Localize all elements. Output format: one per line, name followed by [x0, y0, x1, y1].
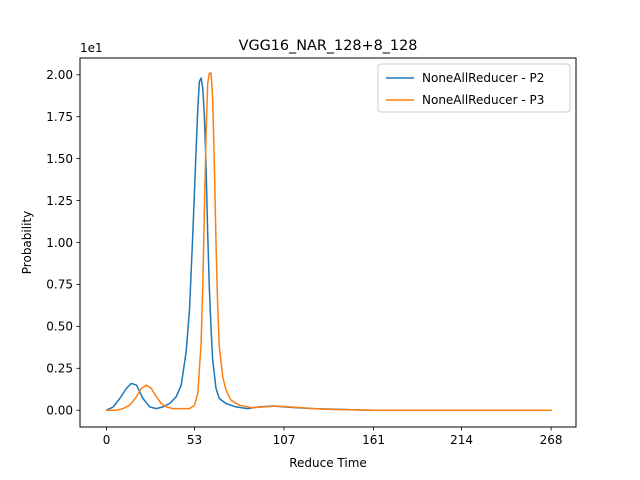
x-tick-label: 53: [187, 433, 202, 447]
legend-box: [377, 63, 571, 113]
x-tick-label: 107: [273, 433, 296, 447]
y-axis-ticks: 0.00 0.25 0.50 0.75 1.00 1.25 1.50 1.75 2.00: [46, 68, 80, 418]
x-tick-label: 0: [103, 433, 111, 447]
y-tick-label: 1.50: [46, 152, 73, 166]
x-tick-label: 268: [540, 433, 563, 447]
y-tick-label: 1.00: [46, 236, 73, 250]
y-tick-label: 0.25: [46, 362, 73, 376]
legend-label-1: NoneAllReducer - P2: [422, 71, 544, 85]
y-tick-label: 1.25: [46, 194, 73, 208]
plot-area: 0 53 107 161 214 268 0.00 0.25 0.50 0.75 1.00 1.25…: [46, 57, 577, 447]
series-layer: [105, 72, 552, 411]
x-axis-label: Reduce Time: [289, 456, 367, 470]
y-axis-label: Probability: [20, 211, 34, 274]
y-tick-label: 0.00: [46, 404, 73, 418]
y-offset-label: 1e1: [80, 41, 103, 55]
y-tick-label: 0.75: [46, 278, 73, 292]
series-line-2: [105, 72, 552, 411]
y-tick-label: 1.75: [46, 110, 73, 124]
x-tick-label: 161: [362, 433, 385, 447]
x-axis-ticks: 0 53 107 161 214 268: [103, 427, 563, 447]
legend-label-2: NoneAllReducer - P3: [422, 93, 544, 107]
x-tick-label: 214: [450, 433, 473, 447]
y-tick-label: 2.00: [46, 68, 73, 82]
y-tick-label: 0.50: [46, 320, 73, 334]
legend: NoneAllReducer - P2 NoneAllReducer - P3: [377, 63, 571, 113]
chart-title: VGG16_NAR_128+8_128: [239, 38, 418, 54]
